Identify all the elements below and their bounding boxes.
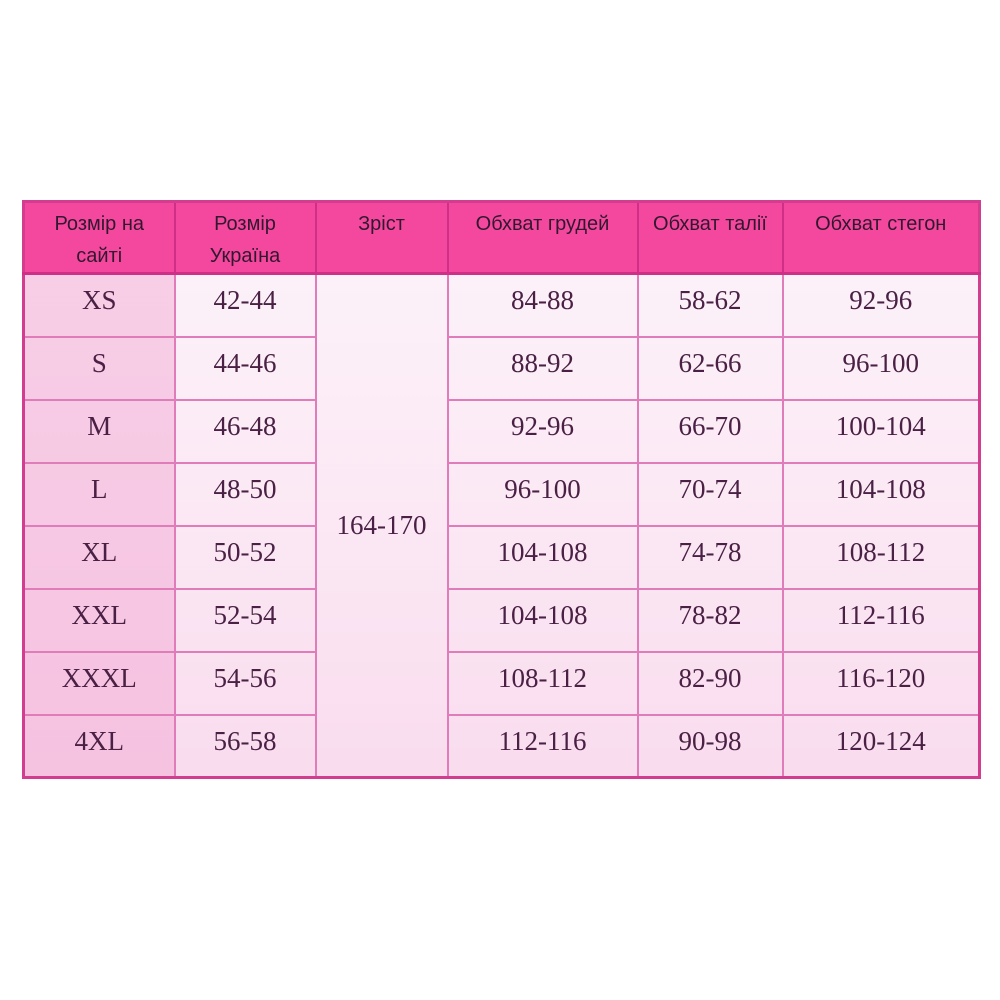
cell-chest: 108-112 — [446, 650, 639, 716]
cell-size-site: 4XL — [22, 713, 176, 779]
cell-hips: 92-96 — [781, 272, 981, 338]
cell-chest: 104-108 — [446, 587, 639, 653]
cell-waist: 78-82 — [636, 587, 784, 653]
cell-hips: 116-120 — [781, 650, 981, 716]
cell-waist: 70-74 — [636, 461, 784, 527]
header-size-ukraine: Розмір Україна — [173, 200, 317, 275]
cell-hips: 120-124 — [781, 713, 981, 779]
cell-size-ukraine: 54-56 — [173, 650, 317, 716]
cell-chest: 96-100 — [446, 461, 639, 527]
table-row: XS 42-44 164-170 84-88 58-62 92-96 — [22, 272, 981, 779]
cell-waist: 58-62 — [636, 272, 784, 338]
cell-height-merged: 164-170 — [314, 272, 449, 779]
cell-hips: 100-104 — [781, 398, 981, 464]
table-row: XL 50-52 104-108 74-78 108-112 — [22, 524, 981, 590]
cell-size-site: S — [22, 335, 176, 401]
cell-hips: 104-108 — [781, 461, 981, 527]
cell-hips: 112-116 — [781, 587, 981, 653]
cell-chest: 84-88 — [446, 272, 639, 338]
cell-hips: 108-112 — [781, 524, 981, 590]
cell-waist: 90-98 — [636, 713, 784, 779]
cell-waist: 66-70 — [636, 398, 784, 464]
cell-size-ukraine: 42-44 — [173, 272, 317, 338]
cell-size-ukraine: 50-52 — [173, 524, 317, 590]
cell-size-site: M — [22, 398, 176, 464]
cell-size-site: L — [22, 461, 176, 527]
header-hips: Обхват стегон — [781, 200, 981, 275]
cell-size-ukraine: 52-54 — [173, 587, 317, 653]
table-row: L 48-50 96-100 70-74 104-108 — [22, 461, 981, 527]
header-row: Розмір на сайті Розмір Україна Зріст Обх… — [22, 200, 981, 275]
cell-chest: 112-116 — [446, 713, 639, 779]
cell-waist: 62-66 — [636, 335, 784, 401]
cell-size-site: XXXL — [22, 650, 176, 716]
header-waist: Обхват талії — [636, 200, 784, 275]
cell-size-site: XXL — [22, 587, 176, 653]
cell-chest: 88-92 — [446, 335, 639, 401]
header-chest: Обхват грудей — [446, 200, 639, 275]
header-size-on-site: Розмір на сайті — [22, 200, 176, 275]
cell-size-ukraine: 44-46 — [173, 335, 317, 401]
table-row: 4XL 56-58 112-116 90-98 120-124 — [22, 713, 981, 779]
cell-waist: 74-78 — [636, 524, 784, 590]
size-chart-table: Розмір на сайті Розмір Україна Зріст Обх… — [22, 200, 981, 779]
cell-waist: 82-90 — [636, 650, 784, 716]
table-row: M 46-48 92-96 66-70 100-104 — [22, 398, 981, 464]
cell-size-ukraine: 56-58 — [173, 713, 317, 779]
cell-size-ukraine: 48-50 — [173, 461, 317, 527]
table-row: XXXL 54-56 108-112 82-90 116-120 — [22, 650, 981, 716]
cell-size-site: XS — [22, 272, 176, 338]
cell-size-site: XL — [22, 524, 176, 590]
cell-chest: 92-96 — [446, 398, 639, 464]
cell-chest: 104-108 — [446, 524, 639, 590]
cell-size-ukraine: 46-48 — [173, 398, 317, 464]
table-row: XXL 52-54 104-108 78-82 112-116 — [22, 587, 981, 653]
header-height: Зріст — [314, 200, 449, 275]
table-row: S 44-46 88-92 62-66 96-100 — [22, 335, 981, 401]
cell-hips: 96-100 — [781, 335, 981, 401]
